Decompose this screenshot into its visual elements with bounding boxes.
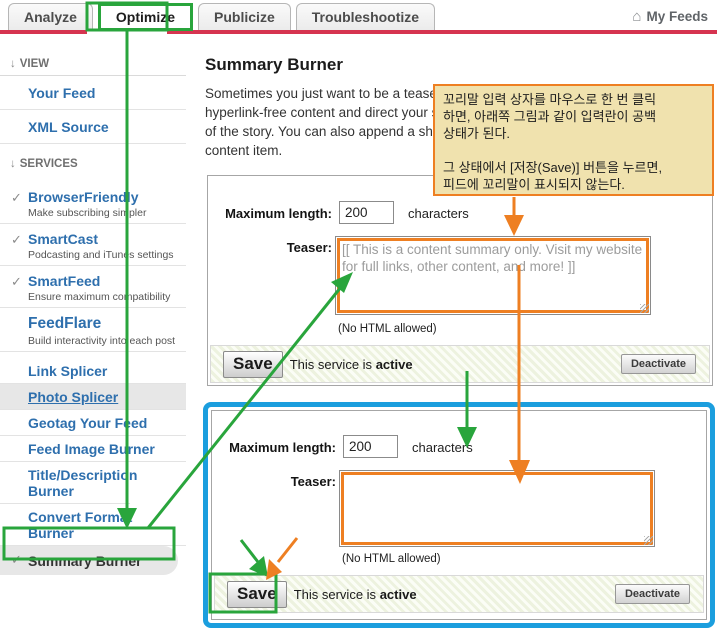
max-length-input[interactable] xyxy=(339,201,394,224)
summary-burner-form-after: Maximum length: characters Teaser: (No H… xyxy=(211,410,707,620)
check-icon: ✓ xyxy=(11,552,22,567)
sidebar-item-your-feed[interactable]: Your Feed xyxy=(0,76,186,110)
no-html-note: (No HTML allowed) xyxy=(342,553,441,565)
service-desc: Make subscribing simpler xyxy=(28,207,147,219)
sidebar-item-convert-format-burner[interactable]: Convert Format Burner xyxy=(0,504,186,546)
check-icon: ✓ xyxy=(11,190,22,205)
sidebar-item-feedflare[interactable]: FeedFlare Build interactivity into each … xyxy=(0,308,186,352)
sidebar-item-feed-image-burner[interactable]: Feed Image Burner xyxy=(0,436,186,462)
service-desc: Ensure maximum compatibility xyxy=(28,291,171,303)
teaser-label: Teaser: xyxy=(290,474,336,489)
sidebar-view-header: ↓ VIEW xyxy=(0,50,186,76)
sidebar-item-link-splicer[interactable]: Link Splicer xyxy=(0,358,186,384)
teaser-field-wrap xyxy=(339,470,655,547)
sidebar-item-photo-splicer[interactable]: Photo Splicer xyxy=(0,384,186,410)
sidebar-item-xml-source[interactable]: XML Source xyxy=(0,110,186,144)
max-length-input[interactable] xyxy=(343,435,398,458)
tab-publicize[interactable]: Publicize xyxy=(198,3,291,30)
page-title: Summary Burner xyxy=(205,55,343,74)
service-label: FeedFlare xyxy=(28,315,102,332)
tab-troubleshootize[interactable]: Troubleshootize xyxy=(295,3,436,30)
teaser-textarea[interactable] xyxy=(339,470,655,547)
sidebar-services-header: ↓ SERVICES xyxy=(10,158,78,170)
save-bar: Save This service is active Deactivate xyxy=(214,575,704,613)
header-divider-right xyxy=(167,30,717,34)
check-icon: ✓ xyxy=(11,274,22,289)
my-feeds-label: My Feeds xyxy=(646,9,708,24)
characters-label: characters xyxy=(412,440,473,455)
deactivate-button[interactable]: Deactivate xyxy=(614,584,690,604)
service-label: SmartFeed xyxy=(28,273,101,289)
sidebar-item-title-description-burner[interactable]: Title/Description Burner xyxy=(0,462,137,504)
sidebar-item-geotag-your-feed[interactable]: Geotag Your Feed xyxy=(0,410,186,436)
sidebar: ↓ VIEW Your Feed XML Source ↓ SERVICES ✓ B… xyxy=(0,50,186,575)
service-label: BrowserFriendly xyxy=(28,189,139,205)
top-tab-bar: Analyze Optimize Publicize Troubleshooti… xyxy=(8,3,436,31)
teaser-textarea[interactable] xyxy=(335,236,651,315)
home-icon: ⌂ xyxy=(632,8,642,25)
max-length-label: Maximum length: xyxy=(225,206,332,221)
save-bar: Save This service is active Deactivate xyxy=(210,345,710,383)
tab-optimize[interactable]: Optimize xyxy=(97,3,194,31)
service-label: SmartCast xyxy=(28,231,99,247)
check-icon: ✓ xyxy=(11,232,22,247)
my-feeds-link[interactable]: ⌂ My Feeds xyxy=(632,8,708,25)
resize-handle[interactable] xyxy=(640,304,649,313)
teaser-field-wrap xyxy=(335,236,651,315)
status-active: active xyxy=(375,356,413,372)
service-status: This service is active xyxy=(293,586,417,602)
max-length-label: Maximum length: xyxy=(229,440,336,455)
sidebar-item-smartfeed[interactable]: ✓ SmartFeed Ensure maximum compatibility xyxy=(0,266,186,308)
highlighted-form-frame: Maximum length: characters Teaser: (No H… xyxy=(203,402,715,628)
annotation-callout: 꼬리말 입력 상자를 마우스로 한 번 클릭 하면, 아래쪽 그림과 같이 입력… xyxy=(433,84,714,196)
sidebar-item-smartcast[interactable]: ✓ SmartCast Podcasting and iTunes settin… xyxy=(0,224,186,266)
down-arrow-icon: ↓ xyxy=(10,158,16,170)
down-arrow-icon: ↓ xyxy=(10,58,16,70)
service-desc: Build interactivity into each post xyxy=(28,335,176,347)
teaser-label: Teaser: xyxy=(286,240,332,255)
status-active: active xyxy=(379,586,417,602)
deactivate-button[interactable]: Deactivate xyxy=(620,354,696,374)
summary-burner-form: Maximum length: characters Teaser: (No H… xyxy=(207,175,713,386)
sidebar-item-summary-burner[interactable]: ✓ Summary Burner xyxy=(0,546,178,575)
service-status: This service is active xyxy=(289,356,413,372)
resize-handle[interactable] xyxy=(644,536,653,545)
no-html-note: (No HTML allowed) xyxy=(338,323,437,335)
characters-label: characters xyxy=(408,206,469,221)
service-desc: Podcasting and iTunes settings xyxy=(28,249,174,261)
tab-analyze[interactable]: Analyze xyxy=(8,3,93,30)
sidebar-item-browserfriendly[interactable]: ✓ BrowserFriendly Make subscribing simpl… xyxy=(0,175,186,224)
save-button[interactable]: Save xyxy=(223,350,283,378)
save-button[interactable]: Save xyxy=(227,580,287,608)
header-divider-left xyxy=(0,30,87,34)
